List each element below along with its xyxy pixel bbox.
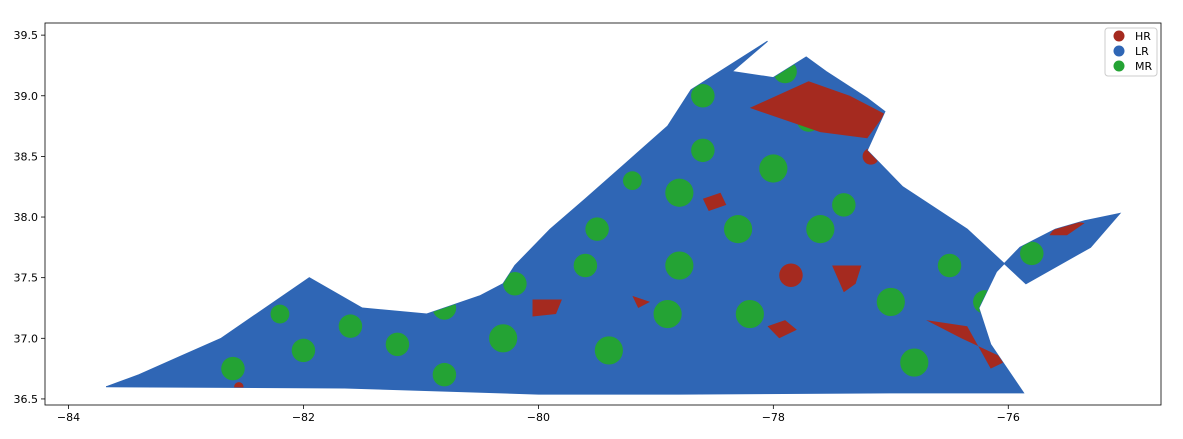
x-tick-label: −80 — [527, 411, 550, 424]
region-blob-hr — [862, 148, 880, 165]
region-polygon-hr — [926, 320, 1009, 369]
x-axis: −84 −82 −80 −78 −76 — [57, 405, 1020, 424]
y-tick-label: 39.5 — [14, 29, 39, 42]
region-blob-mr — [644, 108, 668, 132]
y-tick-label: 36.5 — [14, 393, 39, 406]
axes-frame — [44, 22, 1162, 406]
region-polygon-hr — [532, 299, 562, 317]
y-axis: 36.5 37.0 37.5 38.0 38.5 39.0 39.5 — [14, 29, 45, 406]
y-tick-label: 39.0 — [14, 90, 39, 103]
region-blob-mr — [432, 362, 457, 387]
x-tick-label: −76 — [997, 411, 1020, 424]
y-tick-label: 38.0 — [14, 211, 39, 224]
region-blob-mr — [622, 171, 642, 191]
region-blob-mr — [806, 215, 835, 244]
x-tick-label: −78 — [762, 411, 785, 424]
region-blob-mr — [270, 304, 290, 324]
region-blob-mr — [773, 59, 797, 84]
y-tick-label: 37.0 — [14, 332, 39, 345]
y-tick-label: 37.5 — [14, 272, 39, 285]
region-blob-mr — [832, 193, 856, 217]
region-blob-mr — [291, 338, 316, 363]
region-blob-mr — [900, 348, 929, 377]
legend-label-hr: HR — [1135, 30, 1151, 43]
region-blob-mr — [691, 138, 715, 163]
legend-marker-lr — [1113, 45, 1125, 57]
region-blob-mr — [759, 154, 788, 183]
region-blob-mr — [973, 290, 997, 314]
region-polygon-hr — [702, 192, 727, 211]
region-blob-mr — [876, 287, 905, 317]
region-blob-mr — [735, 299, 764, 329]
region-blob-mr — [432, 296, 457, 320]
region-blob-mr — [585, 217, 609, 241]
region-blob-mr — [665, 251, 694, 280]
region-blob-mr — [221, 356, 245, 381]
region-blob-mr — [503, 271, 527, 296]
region-blob-hr — [234, 382, 244, 392]
region-blob-mr — [489, 324, 518, 353]
region-blob-mr — [1020, 241, 1044, 266]
region-polygon-hr — [749, 81, 885, 139]
region-polygon-hr — [832, 265, 862, 293]
legend-marker-mr — [1113, 60, 1125, 72]
region-blob-mr — [653, 299, 682, 329]
region-polygon-hr — [632, 295, 650, 308]
region-blob-mr — [573, 253, 598, 278]
region-blob-mr — [665, 178, 694, 207]
y-tick-label: 38.5 — [14, 150, 39, 163]
region-blob-mr — [691, 84, 715, 108]
region-blob-mr — [594, 336, 623, 365]
plot-area — [105, 40, 1122, 395]
region-blob-hr — [779, 263, 803, 287]
region-blob-mr — [385, 332, 410, 357]
legend: HR LR MR — [1104, 27, 1158, 77]
region-polygon-hr — [767, 320, 797, 339]
x-tick-label: −84 — [57, 411, 80, 424]
region-blob-mr — [723, 215, 753, 244]
legend-label-lr: LR — [1135, 45, 1149, 58]
legend-label-mr: MR — [1135, 60, 1152, 73]
legend-marker-hr — [1113, 30, 1125, 42]
x-tick-label: −82 — [292, 411, 315, 424]
region-blob-mr — [937, 253, 962, 278]
region-blob-mr — [338, 314, 363, 338]
